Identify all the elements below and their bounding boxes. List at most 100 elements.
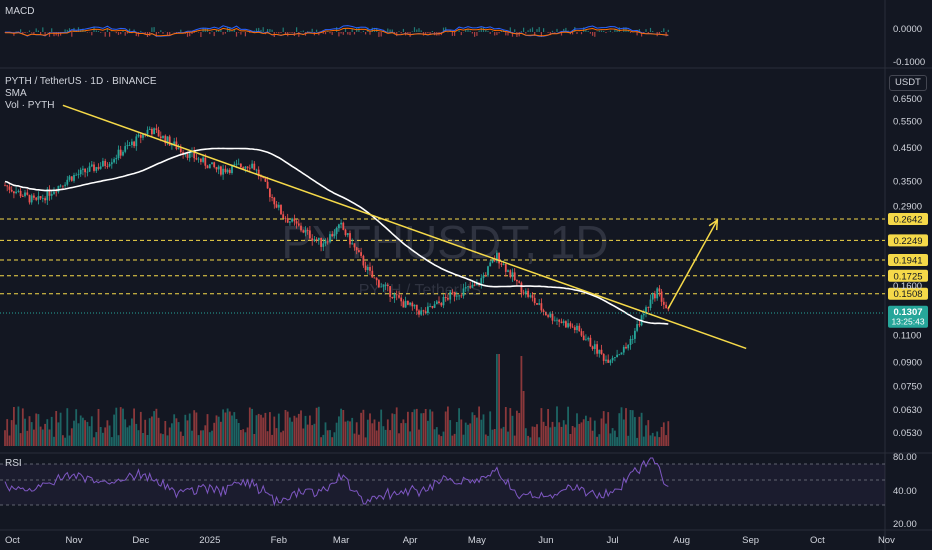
axes: 0.6500 0.5500 0.4500 0.3500 0.2900 0.1600 0.11… bbox=[5, 24, 925, 546]
candle-body bbox=[95, 167, 98, 171]
macd-hist bbox=[661, 31, 663, 32]
candle-body bbox=[126, 145, 129, 147]
candle-body bbox=[462, 288, 465, 296]
candle-body bbox=[527, 290, 529, 297]
volume-bar bbox=[295, 417, 298, 446]
candle-body bbox=[509, 270, 512, 277]
macd-hist bbox=[95, 30, 97, 32]
candle-body bbox=[391, 296, 394, 298]
candle-body bbox=[496, 252, 498, 262]
volume-bar bbox=[591, 430, 594, 446]
candle-body bbox=[504, 264, 507, 272]
volume-bar bbox=[53, 436, 55, 446]
volume-bar bbox=[168, 427, 171, 446]
macd-hist bbox=[189, 32, 191, 37]
candle-body bbox=[507, 270, 509, 272]
macd-hist bbox=[467, 29, 469, 32]
macd-hist bbox=[658, 32, 660, 34]
volume-bar bbox=[144, 419, 147, 446]
volume-bar bbox=[333, 432, 336, 446]
candle-body bbox=[438, 301, 440, 303]
candle-body bbox=[35, 197, 38, 200]
macd-hist bbox=[338, 32, 340, 37]
volume-bar bbox=[331, 437, 334, 446]
macd-hist bbox=[389, 29, 391, 32]
candle-body bbox=[97, 167, 100, 169]
candle-body bbox=[567, 323, 569, 328]
volume-bar bbox=[631, 410, 634, 446]
volume-bar bbox=[442, 431, 445, 446]
volume-bar bbox=[596, 436, 598, 446]
volume-bar bbox=[300, 410, 302, 446]
volume-bar bbox=[177, 422, 180, 446]
macd-hist bbox=[540, 32, 542, 37]
macd-hist bbox=[592, 32, 594, 36]
time-tick: Oct bbox=[810, 535, 825, 546]
candle-body bbox=[320, 237, 322, 247]
candle-body bbox=[629, 339, 632, 345]
candle-body bbox=[473, 284, 476, 286]
volume-bar bbox=[166, 435, 169, 446]
candle-body bbox=[168, 136, 171, 146]
volume-bar bbox=[208, 432, 211, 446]
volume-bar bbox=[366, 419, 369, 446]
level-tag-bg bbox=[888, 254, 928, 266]
candle-body bbox=[518, 281, 521, 283]
macd-hist bbox=[529, 28, 531, 32]
macd-hist bbox=[275, 32, 278, 33]
macd-hist bbox=[109, 32, 111, 37]
volume-bar bbox=[260, 414, 262, 446]
candle-body bbox=[213, 162, 216, 168]
candle-body bbox=[273, 197, 276, 205]
currency-button[interactable]: USDT bbox=[889, 75, 927, 91]
time-tick: 2025 bbox=[199, 535, 220, 546]
candle-body bbox=[264, 178, 267, 182]
macd-hist bbox=[511, 32, 514, 37]
candle-body bbox=[386, 285, 389, 287]
macd-hist bbox=[572, 32, 574, 35]
candle-body bbox=[442, 297, 445, 306]
level-tag: 0.2642 bbox=[893, 215, 922, 226]
macd-hist bbox=[407, 32, 409, 35]
candle-body bbox=[10, 189, 13, 192]
level-tag-bg bbox=[888, 213, 928, 225]
candle-body bbox=[133, 141, 135, 147]
volume-bar bbox=[162, 434, 164, 446]
macd-hist bbox=[525, 32, 527, 34]
volume-bar bbox=[529, 437, 532, 446]
macd-hist bbox=[44, 32, 46, 37]
macd-hist bbox=[48, 32, 51, 37]
candle-body bbox=[251, 163, 253, 169]
volume-bar bbox=[636, 437, 638, 446]
candle-body bbox=[449, 291, 452, 300]
candle-body bbox=[204, 157, 207, 166]
candle-body bbox=[498, 252, 500, 264]
macd-hist bbox=[238, 32, 240, 33]
macd-hist bbox=[534, 32, 536, 36]
volume-bar bbox=[665, 435, 667, 446]
candle-body bbox=[378, 280, 380, 288]
macd-hist bbox=[158, 32, 160, 34]
volume-bar bbox=[179, 431, 182, 446]
macd-hist bbox=[514, 29, 516, 32]
rsi-band bbox=[0, 464, 885, 505]
volume-bar bbox=[451, 435, 454, 446]
volume-bar bbox=[355, 422, 358, 446]
volume-bar bbox=[605, 423, 607, 446]
volume-bar bbox=[602, 411, 605, 446]
candle-body bbox=[46, 189, 49, 201]
candle-body bbox=[471, 284, 474, 288]
candle-body bbox=[324, 241, 327, 244]
macd-hist bbox=[371, 27, 373, 32]
volume-bar bbox=[28, 416, 31, 446]
macd-hist bbox=[362, 30, 364, 32]
candle-body bbox=[467, 286, 469, 288]
macd-hist bbox=[233, 29, 235, 32]
volume-bar bbox=[320, 437, 322, 446]
candle-body bbox=[186, 154, 189, 158]
volume-bar bbox=[246, 427, 249, 446]
candle-body bbox=[237, 163, 240, 165]
candle-body bbox=[342, 222, 345, 230]
volume-bar bbox=[220, 421, 222, 446]
